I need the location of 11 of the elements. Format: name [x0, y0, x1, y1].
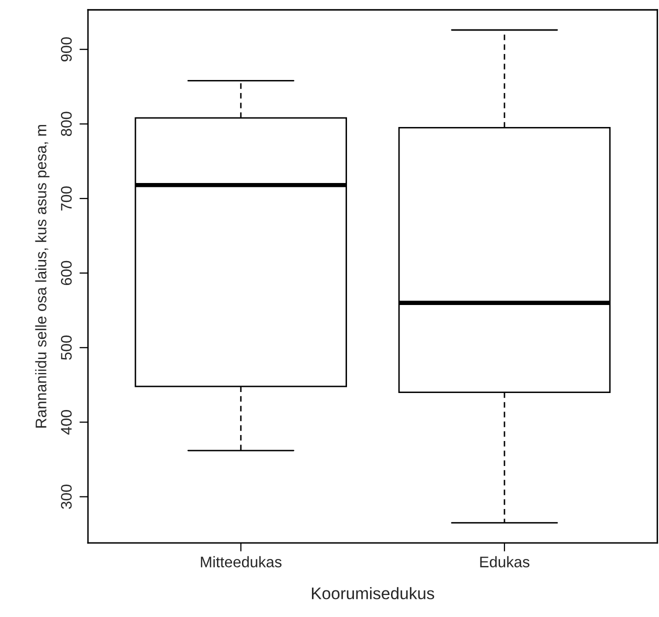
y-tick-label: 500	[60, 335, 72, 360]
y-tick-label: 300	[60, 484, 72, 509]
x-tick-label: Mitteedukas	[200, 556, 282, 568]
y-tick-label: 800	[60, 112, 72, 136]
y-tick-label: 600	[60, 260, 72, 286]
x-axis-title: Koorumisedukus	[312, 587, 434, 600]
x-tick-label: Edukas	[480, 556, 530, 568]
y-axis-title: Rannaniidu selle osa laius, kus asus pesa, m	[35, 124, 50, 428]
y-tick-label: 900	[60, 37, 72, 62]
y-tick-label: 700	[60, 186, 72, 210]
y-tick-label: 400	[60, 410, 72, 435]
